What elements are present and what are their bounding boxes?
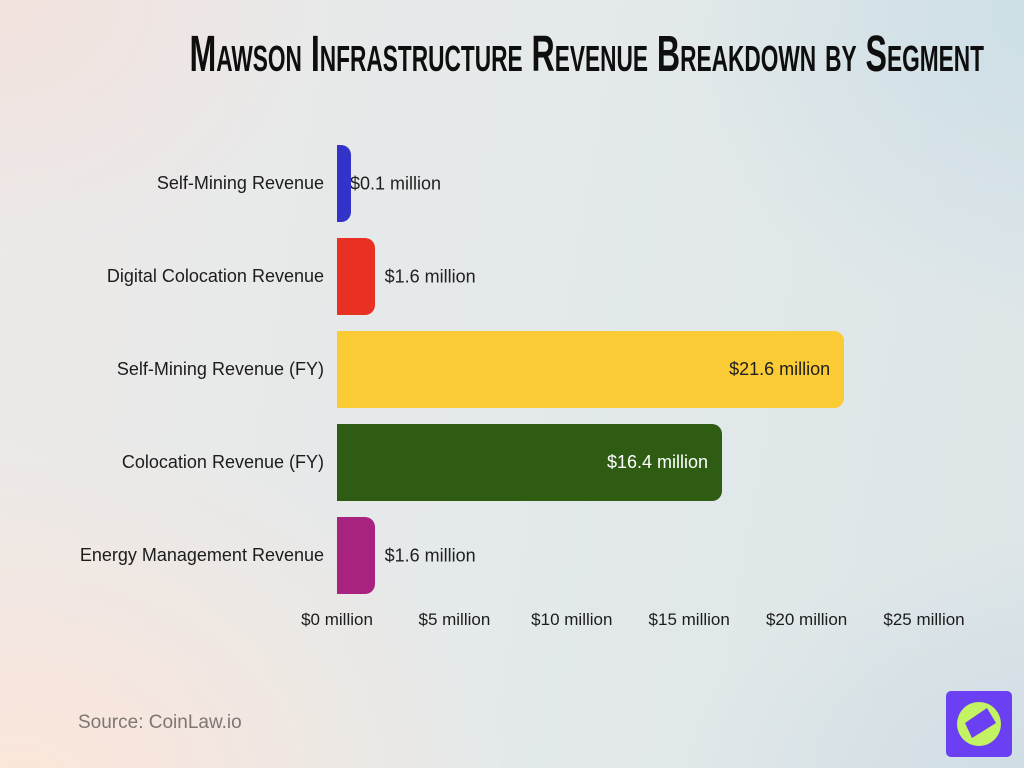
bar-row: Self-Mining Revenue $0.1 million: [0, 145, 1024, 222]
category-label: Energy Management Revenue: [79, 545, 324, 565]
value-label: $1.6 million: [384, 545, 476, 565]
bar-row: Self-Mining Revenue (FY) $21.6 million: [0, 331, 1024, 408]
category-label: Self-Mining Revenue (FY): [116, 359, 324, 379]
bar-chart: Self-Mining Revenue $0.1 million Digital C…: [0, 145, 1024, 636]
value-label: $21.6 million: [729, 359, 831, 379]
x-axis-tick: $0 million: [301, 610, 373, 629]
x-axis-tick: $20 million: [765, 610, 848, 629]
category-label: Digital Colocation Revenue: [106, 266, 324, 286]
bar-row: Digital Colocation Revenue $1.6 million: [0, 238, 1024, 315]
compass-icon: [957, 702, 1001, 746]
bar: [337, 145, 351, 222]
bar: $21.6 million: [337, 331, 845, 408]
chart-rows: Self-Mining Revenue $0.1 million Digital C…: [0, 145, 1024, 594]
value-label: $16.4 million: [607, 452, 709, 472]
bar-row: Energy Management Revenue $1.6 million: [0, 517, 1024, 594]
category-label: Self-Mining Revenue: [156, 173, 324, 193]
bar-area: $1.6 million: [337, 238, 1024, 315]
bar-area: $1.6 million: [337, 517, 1024, 594]
x-axis: $0 million $5 million $10 million $15 milli…: [301, 610, 1024, 636]
bar: $16.4 million: [337, 424, 723, 501]
bar-area: $16.4 million: [337, 424, 1024, 501]
category-label: Colocation Revenue (FY): [121, 452, 324, 472]
bar: [337, 517, 375, 594]
value-label: $1.6 million: [384, 266, 476, 286]
source-credit: Source: CoinLaw.io: [78, 712, 242, 733]
chart-title: Mawson Infrastructure Revenue Breakdown …: [189, 25, 984, 82]
x-axis-tick: $5 million: [418, 610, 491, 629]
x-axis-tick: $15 million: [648, 610, 730, 629]
bar-area: $21.6 million: [337, 331, 1024, 408]
x-axis-tick: $25 million: [883, 610, 965, 629]
coinlaw-logo: [946, 691, 1012, 757]
x-axis-tick: $10 million: [531, 610, 613, 629]
bar-row: Colocation Revenue (FY) $16.4 million: [0, 424, 1024, 501]
value-label: $0.1 million: [350, 173, 442, 193]
bar: [337, 238, 375, 315]
bar-area: $0.1 million: [337, 145, 1024, 222]
